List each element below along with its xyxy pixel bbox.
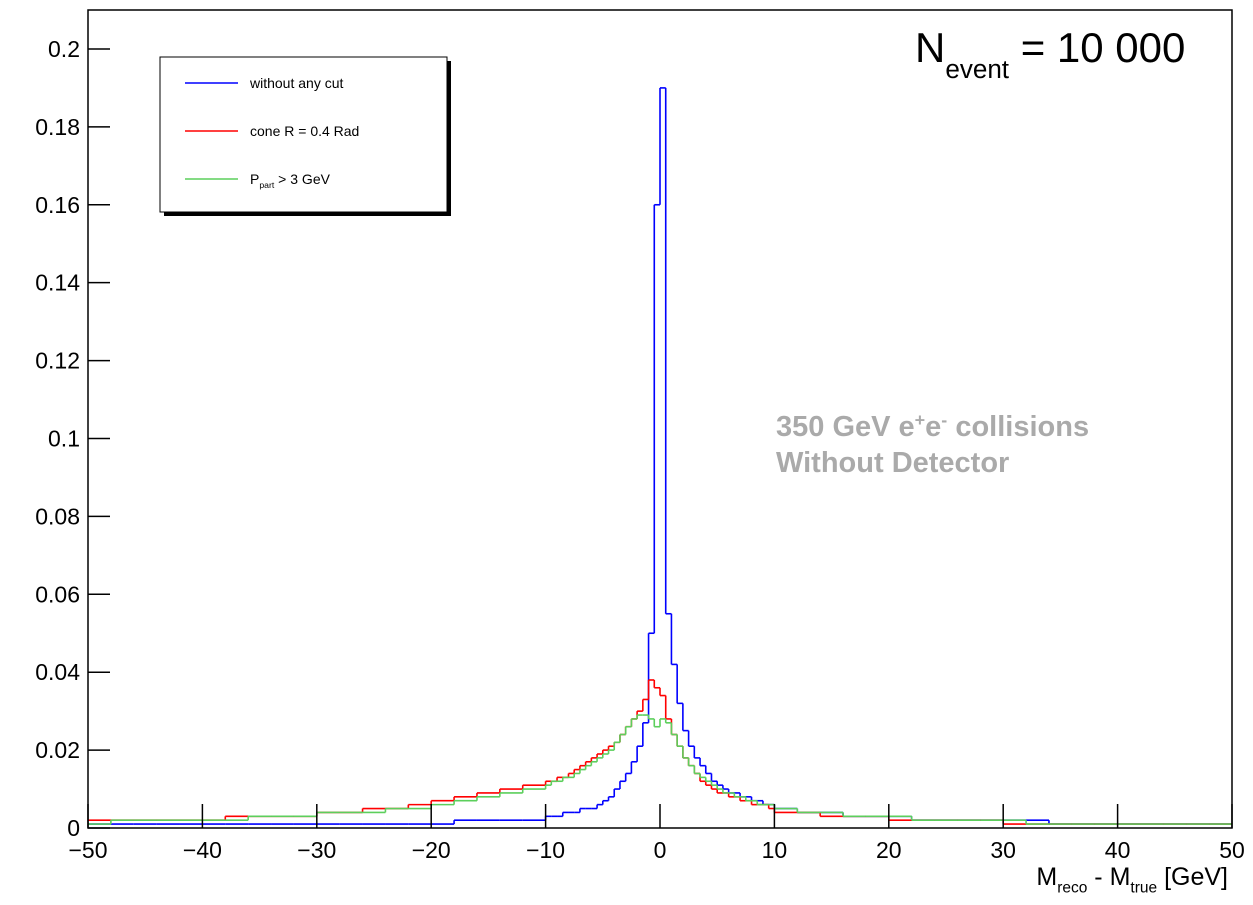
x-tick-label: 10 [762, 837, 788, 863]
x-tick-label: −30 [297, 837, 336, 863]
plot-data [88, 87, 1232, 825]
note: 350 GeV e+e- collisions [776, 410, 1089, 443]
histogram-series [88, 87, 1232, 825]
y-tick-label: 0.18 [35, 114, 80, 140]
text-part: N [915, 24, 945, 71]
text-part: - M [1087, 863, 1130, 891]
y-tick-label: 0.16 [35, 192, 80, 218]
x-tick-label: −20 [412, 837, 451, 863]
legend-label: cone R = 0.4 Rad [250, 123, 359, 139]
text-part: collisions [947, 411, 1089, 443]
x-tick-label: 40 [1105, 837, 1131, 863]
event-label: Nevent = 10 000 [915, 24, 1185, 84]
text-part: e [925, 411, 941, 443]
text-part: part [259, 180, 275, 190]
text-part: [GeV] [1157, 863, 1228, 891]
x-axis-label: Mreco - Mtrue [GeV] [1036, 863, 1228, 897]
text-part: true [1130, 880, 1157, 897]
y-tick-label: 0.06 [35, 581, 80, 607]
text-part: = 10 000 [1009, 24, 1185, 71]
text-part: + [915, 410, 926, 430]
y-tick-label: 0.08 [35, 503, 80, 529]
text-part: Without Detector [776, 447, 1009, 479]
note: Without Detector [776, 447, 1009, 479]
text-part: P [250, 171, 259, 187]
text-part: - [941, 410, 947, 430]
y-tick-label: 0.02 [35, 737, 80, 763]
y-tick-label: 0.14 [35, 270, 80, 296]
y-tick-label: 0 [67, 815, 80, 841]
text-part: > 3 GeV [274, 171, 330, 187]
text-part: M [1036, 863, 1057, 891]
x-tick-label: −40 [183, 837, 222, 863]
y-tick-label: 0.04 [35, 659, 80, 685]
text-part: event [945, 54, 1009, 84]
x-tick-label: 50 [1219, 837, 1245, 863]
legend-label: without any cut [249, 75, 343, 91]
text-part: 350 GeV e [776, 411, 915, 443]
text-part: cone R = 0.4 Rad [250, 123, 359, 139]
x-tick-label: 30 [990, 837, 1016, 863]
text-part: reco [1057, 880, 1087, 897]
x-tick-label: −50 [68, 837, 107, 863]
text-part: without any cut [249, 75, 343, 91]
y-tick-label: 0.1 [48, 425, 80, 451]
y-tick-label: 0.2 [48, 36, 80, 62]
x-tick-label: 0 [654, 837, 667, 863]
y-tick-label: 0.12 [35, 348, 80, 374]
x-tick-label: −10 [526, 837, 565, 863]
x-tick-label: 20 [876, 837, 902, 863]
legend-label: Ppart > 3 GeV [250, 171, 331, 190]
histogram-series [88, 714, 1232, 825]
